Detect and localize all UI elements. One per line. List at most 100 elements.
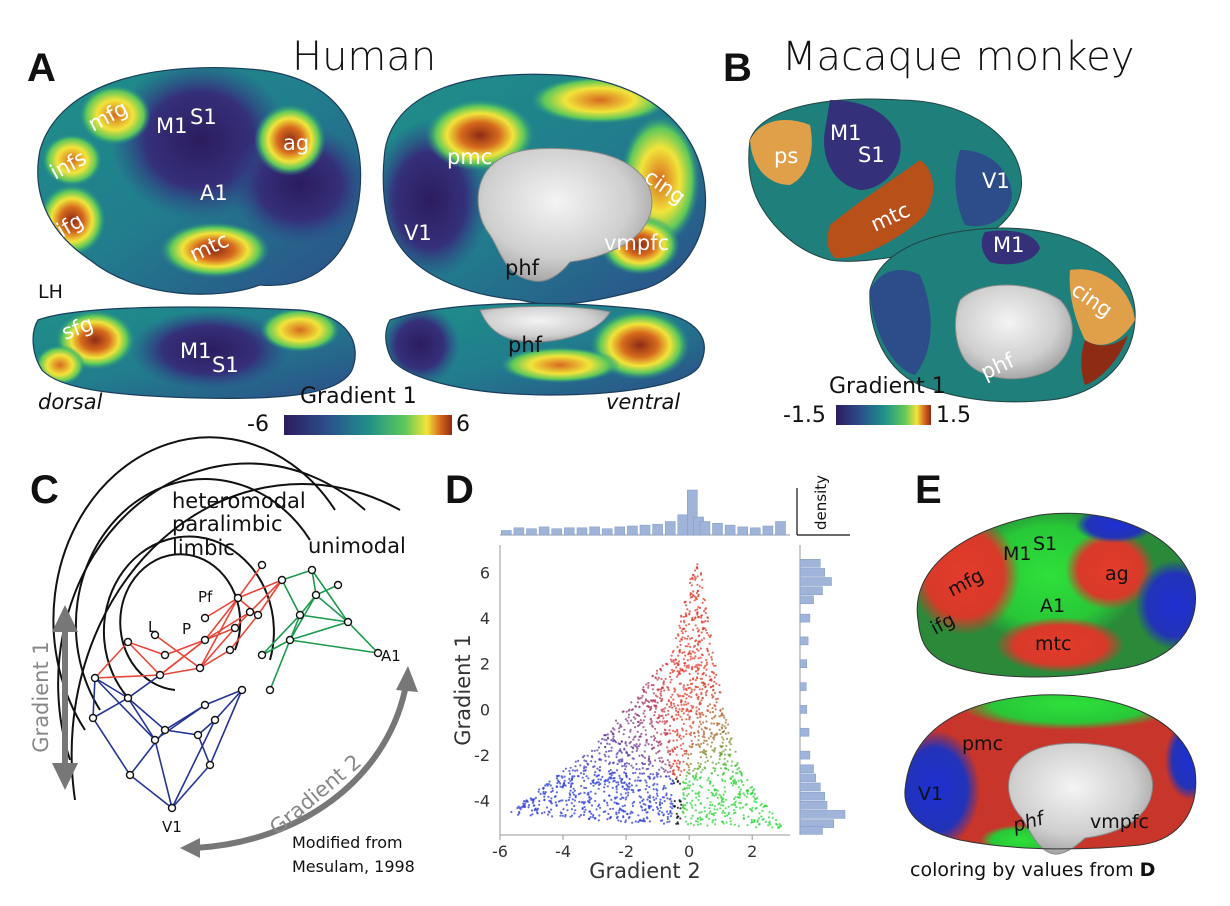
scatter-point <box>695 706 698 709</box>
network-green <box>261 568 379 691</box>
scatter-point <box>694 624 697 627</box>
scatter-point <box>656 807 660 811</box>
scatter-point <box>534 796 538 799</box>
scatter-point <box>679 744 682 747</box>
scatter-point <box>710 656 713 659</box>
scatter-point <box>705 739 708 743</box>
scatter-point <box>580 801 584 804</box>
y-tick-label: 4 <box>480 609 490 628</box>
scatter-point <box>643 808 647 812</box>
scatter-point <box>616 722 619 725</box>
scatter-point <box>660 694 663 697</box>
scatter-point <box>682 658 685 661</box>
scatter-point <box>649 722 652 725</box>
scatter-point <box>724 780 727 783</box>
scatter-point <box>634 712 637 715</box>
scatter-point <box>618 809 621 812</box>
scatter-point <box>689 802 692 805</box>
scatter-point <box>645 683 648 686</box>
scatter-point <box>690 739 693 742</box>
scatter-point <box>543 795 546 798</box>
scatter-point <box>656 678 659 681</box>
scatter-point <box>673 663 676 666</box>
scatter-point <box>655 740 658 743</box>
panel-letter-e: E <box>915 468 942 512</box>
scatter-point <box>703 731 706 735</box>
scatter-point <box>658 760 662 763</box>
scatter-point <box>768 821 771 824</box>
y-density-bar <box>799 636 809 646</box>
scatter-point <box>688 780 691 783</box>
scatter-point <box>556 781 559 785</box>
scatter-point <box>613 728 616 731</box>
scatter-point <box>673 705 676 708</box>
scatter-point <box>652 684 655 687</box>
scatter-point <box>615 791 618 794</box>
scatter-point <box>565 803 569 806</box>
scatter-point <box>601 737 604 741</box>
scatter-point <box>710 812 713 816</box>
scatter-point <box>522 800 526 803</box>
scatter-point <box>632 716 635 719</box>
scatter-point <box>660 690 663 693</box>
scatter-point <box>615 788 618 791</box>
x-density-bar <box>639 524 651 536</box>
colorbar-a-max: 6 <box>456 412 470 437</box>
scatter-point <box>556 779 560 782</box>
scatter-point <box>737 825 740 828</box>
scatter-point <box>739 788 742 791</box>
scatter-point <box>713 794 716 797</box>
scatter-point <box>694 679 697 682</box>
scatter-point <box>679 667 682 670</box>
scatter-point <box>694 774 697 777</box>
scatter-point <box>561 799 564 802</box>
scatter-point <box>738 770 741 773</box>
scatter-point <box>662 708 665 711</box>
y-density-bar <box>799 791 826 801</box>
scatter-point <box>692 618 696 621</box>
scatter-point <box>548 799 551 802</box>
scatter-point <box>650 724 654 727</box>
scatter-point <box>598 814 601 817</box>
scatter-point <box>706 824 709 827</box>
scatter-point <box>688 581 692 585</box>
scatter-point <box>761 818 764 821</box>
scatter-point <box>597 781 600 784</box>
scatter-point <box>671 749 674 752</box>
x-density-bar <box>699 521 711 536</box>
scatter-point <box>730 737 733 740</box>
scatter-point <box>678 760 682 764</box>
scatter-point <box>719 807 722 810</box>
scatter-point <box>711 792 715 796</box>
scatter-point <box>701 586 704 589</box>
y-tick-label: -2 <box>474 746 490 765</box>
y-density-bar <box>799 613 811 623</box>
scatter-point <box>612 735 615 738</box>
scatter-point <box>574 765 577 768</box>
scatter-point <box>712 695 715 698</box>
scatter-point <box>649 718 652 721</box>
scatter-point <box>710 741 714 744</box>
scatter-point <box>648 701 651 704</box>
scatter-point <box>643 701 646 704</box>
scatter-point <box>682 686 685 689</box>
scatter-point <box>751 791 754 795</box>
scatter-point <box>713 692 717 695</box>
scatter-point <box>655 672 659 675</box>
scatter-point <box>593 817 597 820</box>
scatter-point <box>776 823 779 827</box>
label-e-m1: M1 <box>1003 543 1031 565</box>
scatter-point <box>688 623 691 626</box>
scatter-point <box>656 695 659 698</box>
scatter-point <box>691 742 695 745</box>
scatter-point <box>675 776 678 779</box>
scatter-point <box>615 796 619 799</box>
scatter-point <box>689 762 692 766</box>
scatter-point <box>689 725 692 728</box>
scatter-point <box>626 752 629 755</box>
x-tick-label: 2 <box>747 842 757 861</box>
scatter-point <box>628 736 631 739</box>
scatter-point <box>598 803 601 806</box>
panel-a: mfg M1 S1 ag infs A1 ifg mtc pmc cing V1… <box>32 67 707 435</box>
scatter-point <box>703 810 706 813</box>
